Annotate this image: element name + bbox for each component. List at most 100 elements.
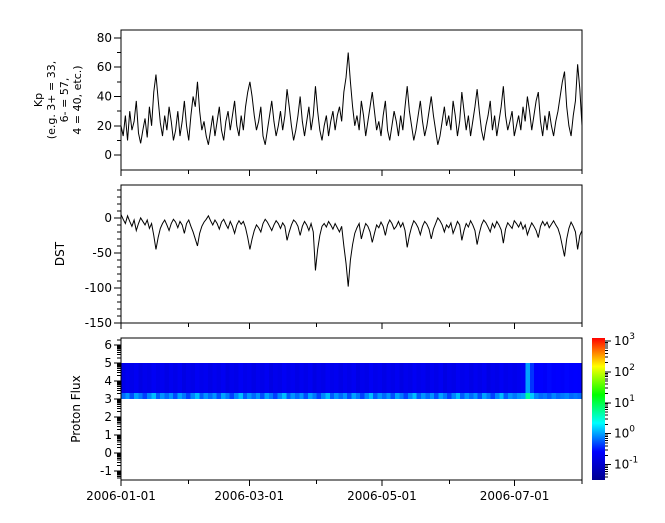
heatmap-column-upper	[177, 363, 183, 393]
kp-ylabel-line: 4 = 40, etc.)	[71, 65, 84, 134]
heatmap-column-lower	[525, 392, 531, 400]
axis-ticks	[114, 189, 583, 329]
heatmap-column-lower	[421, 392, 427, 400]
date-label: 2006-03-01	[214, 489, 284, 503]
heatmap-column-upper	[477, 363, 483, 393]
heatmap-column-lower	[221, 392, 226, 400]
heatmap-column-lower	[460, 392, 466, 400]
heatmap-column-lower	[142, 392, 148, 400]
y-tick-label: 0	[104, 211, 112, 225]
heatmap-column-lower	[495, 392, 500, 400]
heatmap-column-lower	[255, 392, 261, 400]
heatmap-column-upper	[351, 363, 357, 393]
heatmap-column-lower	[229, 392, 235, 400]
heatmap-column-lower	[573, 392, 579, 400]
heatmap-column-upper	[425, 363, 431, 393]
heatmap-column-lower	[399, 392, 405, 400]
heatmap-column-upper	[234, 363, 240, 393]
heatmap-column-lower	[181, 392, 187, 400]
heatmap-column-lower	[477, 392, 483, 400]
heatmap-column-upper	[173, 363, 179, 393]
heatmap-column-upper	[512, 363, 518, 393]
heatmap-column-upper	[286, 363, 292, 393]
plot-box	[120, 184, 583, 324]
heatmap-column-lower	[499, 392, 505, 400]
heatmap-column-lower	[447, 392, 453, 400]
heatmap-column-lower	[294, 392, 300, 400]
proton_flux-ylabel: Proton Flux	[69, 375, 83, 442]
heatmap-column-upper	[238, 363, 244, 393]
heatmap-column-lower	[434, 392, 440, 400]
heatmap-column-upper	[455, 363, 461, 393]
heatmap-column-upper	[273, 363, 279, 393]
heatmap-column-upper	[321, 363, 327, 393]
heatmap-column-upper	[490, 363, 496, 393]
heatmap-column-lower	[368, 392, 374, 400]
heatmap-column-lower	[160, 392, 166, 400]
heatmap-column-upper	[347, 363, 353, 393]
heatmap-column-upper	[216, 363, 222, 393]
heatmap-column-upper	[416, 363, 422, 393]
heatmap-column-upper	[534, 363, 540, 393]
plot-box	[120, 29, 583, 171]
heatmap-column-lower	[503, 392, 509, 400]
heatmap-column-lower	[155, 392, 161, 400]
dst-panel: 0 -50 -100 -150 DST	[53, 184, 583, 330]
heatmap-column-upper	[547, 363, 553, 393]
heatmap-column-upper	[134, 363, 139, 393]
heatmap-column-upper	[399, 363, 405, 393]
heatmap-column-upper	[555, 363, 561, 393]
heatmap-column-upper	[125, 363, 131, 393]
heatmap-column-upper	[451, 363, 457, 393]
heatmap-column-upper	[473, 363, 479, 393]
heatmap-column-lower	[508, 392, 514, 400]
heatmap-column-lower	[429, 392, 435, 400]
heatmap-column-lower	[303, 392, 309, 400]
heatmap-column-lower	[377, 392, 383, 400]
axis-ticks	[114, 339, 583, 486]
heatmap-column-lower	[251, 392, 257, 400]
heatmap-column-upper	[194, 363, 200, 393]
heatmap-column-lower	[264, 392, 270, 400]
heatmap-column-upper	[186, 363, 192, 393]
heatmap-column-lower	[277, 392, 283, 400]
colorbar-ticks	[605, 340, 611, 478]
heatmap-column-upper	[290, 363, 296, 393]
heatmap-column-upper	[329, 363, 335, 393]
heatmap-column-upper	[181, 363, 187, 393]
heatmap-column-upper	[508, 363, 514, 393]
heatmap-column-lower	[121, 392, 126, 400]
heatmap-column-upper	[368, 363, 374, 393]
heatmap-column-upper	[225, 363, 231, 393]
heatmap-column-upper	[212, 363, 218, 393]
y-tick-label: 80	[97, 31, 112, 45]
heatmap-column-lower	[373, 392, 379, 400]
dst-ylabel: DST	[53, 241, 67, 266]
colorbar: 103 102 101 100 10-1	[592, 332, 638, 480]
heatmap-column-upper	[334, 363, 340, 393]
y-tick-label: 3	[104, 392, 112, 406]
heatmap-column-lower	[281, 392, 287, 400]
heatmap-column-upper	[516, 363, 522, 393]
heatmap-column-lower	[273, 392, 279, 400]
heatmap-column-lower	[325, 392, 331, 400]
heatmap-column-lower	[416, 392, 422, 400]
heatmap-column-lower	[164, 392, 170, 400]
heatmap-column-upper	[207, 363, 213, 393]
heatmap-column-lower	[247, 392, 253, 400]
kp-ylabel-line: Kp	[32, 93, 45, 107]
heatmap-column-lower	[438, 392, 444, 400]
heatmap-column-lower	[268, 392, 274, 400]
heatmap-column-lower	[212, 392, 218, 400]
heatmap-column-upper	[447, 363, 453, 393]
heatmap-column-lower	[451, 392, 457, 400]
heatmap-column-upper	[464, 363, 470, 393]
heatmap-column-lower	[308, 392, 313, 400]
kp-series-line	[120, 52, 583, 145]
heatmap-column-lower	[442, 392, 448, 400]
axis-ticks	[114, 37, 583, 176]
heatmap-column-upper	[364, 363, 370, 393]
heatmap-column-lower	[260, 392, 266, 400]
y-tick-label: 40	[97, 89, 112, 103]
y-tick-label: 0	[104, 148, 112, 162]
